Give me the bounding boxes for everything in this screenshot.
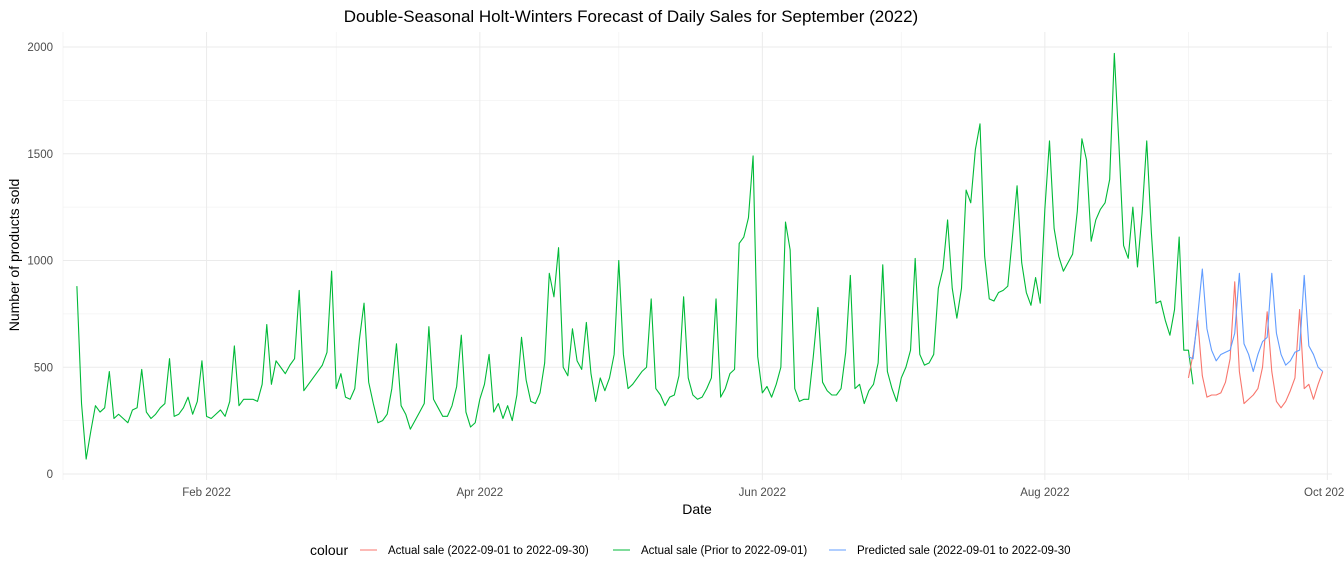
- legend-label: Predicted sale (2022-09-01 to 2022-09-30: [857, 545, 1071, 557]
- plot-lines: [77, 53, 1323, 459]
- x-axis-ticks: Feb 2022 Apr 2022 Jun 2022 Aug 2022 Oct 2022: [182, 487, 1344, 499]
- y-tick-label: 500: [34, 362, 53, 374]
- x-axis-title: Date: [682, 501, 712, 517]
- x-tick-label: Oct 2022: [1304, 487, 1344, 499]
- series-line-1: [77, 53, 1193, 459]
- legend-title: colour: [310, 542, 348, 558]
- grid: [63, 32, 1332, 480]
- legend-item: Actual sale (Prior to 2022-09-01): [613, 545, 807, 557]
- legend-item: Actual sale (2022-09-01 to 2022-09-30): [360, 545, 589, 557]
- x-tick-label: Apr 2022: [456, 487, 503, 499]
- y-tick-label: 2000: [27, 42, 53, 54]
- y-tick-label: 0: [47, 469, 53, 481]
- legend-label: Actual sale (Prior to 2022-09-01): [641, 545, 807, 557]
- legend-label: Actual sale (2022-09-01 to 2022-09-30): [388, 545, 589, 557]
- y-tick-label: 1000: [27, 256, 53, 268]
- legend: colour Actual sale (2022-09-01 to 2022-0…: [310, 542, 1071, 558]
- chart-title: Double-Seasonal Holt-Winters Forecast of…: [344, 7, 918, 26]
- x-tick-label: Aug 2022: [1020, 487, 1069, 499]
- y-tick-label: 1500: [27, 149, 53, 161]
- x-tick-label: Jun 2022: [739, 487, 786, 499]
- x-tick-label: Feb 2022: [182, 487, 231, 499]
- legend-item: Predicted sale (2022-09-01 to 2022-09-30: [829, 545, 1071, 557]
- y-axis-title: Number of products sold: [6, 179, 22, 332]
- y-axis-ticks: 0 500 1000 1500 2000: [27, 42, 53, 481]
